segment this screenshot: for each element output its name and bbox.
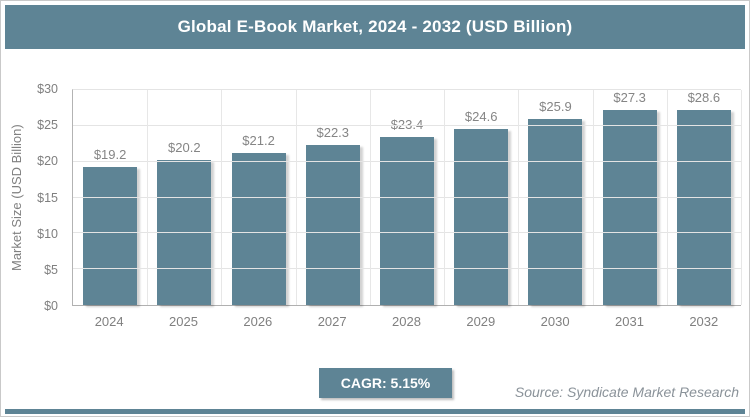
bar-value-label: $27.3 xyxy=(613,90,646,105)
h-gridline xyxy=(73,89,741,90)
v-gridline xyxy=(741,90,742,305)
bar xyxy=(676,110,731,305)
v-gridline xyxy=(444,90,446,305)
x-axis-label: 2031 xyxy=(615,314,644,329)
bar-series: $19.2 $20.2 $21.2 $22.3 $23.4 $24.6 $25.9 $27.3… xyxy=(73,90,741,305)
x-axis-label: 2032 xyxy=(689,314,719,329)
chart-title: Global E-Book Market, 2024 - 2032 (USD B… xyxy=(177,17,573,36)
bar-slot: $23.4 xyxy=(370,90,444,305)
x-axis-label: 2027 xyxy=(317,314,347,329)
bar-slot: $20.2 xyxy=(147,90,221,305)
y-tick-label: $20 xyxy=(37,154,58,169)
y-tick-label: $30 xyxy=(37,82,58,96)
y-tick-label: $5 xyxy=(44,262,58,277)
h-gridline xyxy=(73,268,741,270)
bar-slot: $22.3 xyxy=(296,90,370,305)
bar xyxy=(231,153,286,305)
y-tick-label: $10 xyxy=(37,226,58,241)
bar-slot: $25.9 xyxy=(518,90,592,305)
bar-value-label: $19.2 xyxy=(93,147,127,163)
bar xyxy=(528,119,583,305)
source-text: Source: Syndicate Market Research xyxy=(514,384,739,400)
h-gridline xyxy=(73,196,741,198)
bar-value-label: $22.3 xyxy=(316,125,350,141)
bar xyxy=(305,145,360,305)
h-gridline xyxy=(73,232,741,234)
x-axis-label: 2028 xyxy=(392,314,421,329)
chart-title-bar: Global E-Book Market, 2024 - 2032 (USD B… xyxy=(5,5,745,49)
x-axis-label: 2030 xyxy=(540,314,570,329)
y-tick-label: $25 xyxy=(37,118,58,133)
y-tick-label: $15 xyxy=(37,190,58,205)
x-axis-label: 2029 xyxy=(466,314,496,329)
v-gridline xyxy=(666,90,668,305)
bar xyxy=(602,110,657,305)
bar-value-label: $25.9 xyxy=(539,99,572,115)
bar-slot: $19.2 xyxy=(73,90,147,305)
v-gridline xyxy=(147,90,149,305)
bar xyxy=(83,167,138,305)
bar-slot: $27.3 xyxy=(593,90,667,305)
bar xyxy=(454,128,509,305)
bar-slot: $21.2 xyxy=(221,90,295,305)
plot-area: $19.2 $20.2 $21.2 $22.3 $23.4 $24.6 $25.9 $27.3… xyxy=(72,89,742,306)
h-gridline xyxy=(73,160,741,162)
bar-value-label: $21.2 xyxy=(242,133,275,149)
x-axis-labels: 2024 2025 2026 2027 2028 2029 2030 2031 2032 xyxy=(72,314,741,329)
v-gridline xyxy=(518,90,520,305)
h-gridline xyxy=(73,124,741,126)
v-gridline xyxy=(369,90,371,305)
x-axis-label: 2025 xyxy=(169,314,198,329)
bottom-accent-strip xyxy=(5,409,745,414)
x-axis-label: 2024 xyxy=(94,314,124,329)
v-gridline xyxy=(592,90,594,305)
bar xyxy=(379,137,434,305)
bar-slot: $28.6 xyxy=(667,90,741,305)
y-axis-ticks: $0 $5 $10 $15 $20 $25 $30 xyxy=(1,82,65,313)
bar-value-label: $28.6 xyxy=(687,90,721,105)
v-gridline xyxy=(295,90,297,305)
bar-value-label: $20.2 xyxy=(168,140,201,156)
v-gridline xyxy=(221,90,223,305)
bar-slot: $24.6 xyxy=(444,90,518,305)
y-tick-label: $0 xyxy=(44,299,58,313)
x-axis-label: 2026 xyxy=(243,314,273,329)
cagr-badge: CAGR: 5.15% xyxy=(319,368,452,398)
bar-value-label: $24.6 xyxy=(464,108,498,124)
bar-value-label: $23.4 xyxy=(390,117,424,133)
